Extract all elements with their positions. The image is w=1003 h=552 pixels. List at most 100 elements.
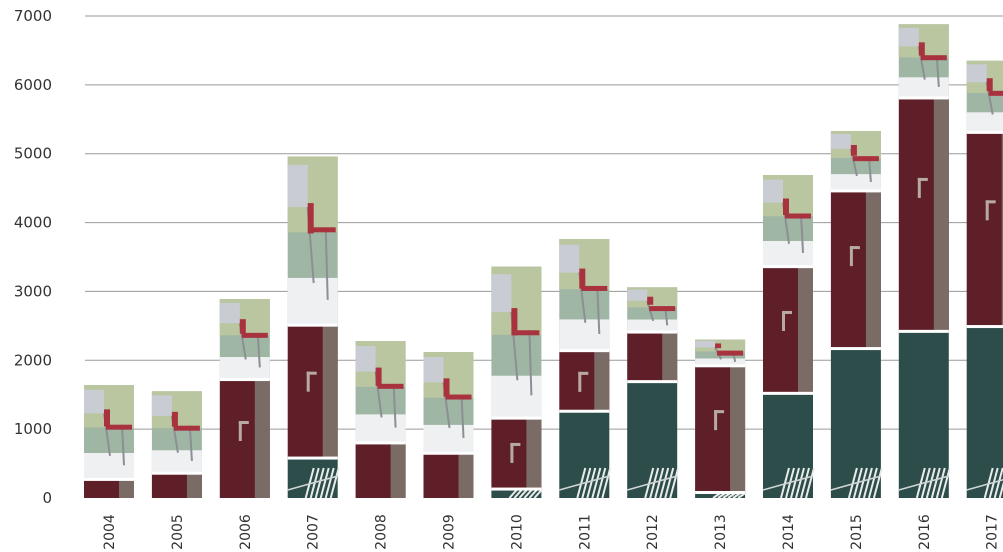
segment-separator — [627, 380, 678, 384]
segment-separator — [355, 441, 406, 445]
chair-on-balcony-photo-icon — [238, 319, 268, 368]
bar-2008 — [355, 341, 406, 498]
door-handle-icon — [714, 410, 725, 431]
segment-separator — [423, 451, 474, 455]
bar-2014 — [762, 175, 815, 499]
chair-on-balcony-photo-icon — [646, 296, 676, 326]
chair-on-balcony-photo-icon — [103, 409, 132, 466]
chair-on-balcony-photo-icon — [510, 308, 540, 396]
bar-segment-2 — [966, 132, 1003, 327]
bar-segment-2 — [355, 442, 406, 498]
x-tick-label: 2016 — [917, 514, 933, 550]
bar-segment-1 — [898, 331, 951, 499]
bar-segment-3 — [219, 299, 270, 380]
chair-on-balcony-photo-icon — [306, 203, 336, 300]
y-tick-label: 4000 — [14, 214, 52, 232]
bar-segment-3 — [695, 339, 746, 366]
x-tick-label: 2010 — [509, 514, 525, 550]
segment-separator — [491, 416, 542, 420]
segment-separator — [151, 471, 202, 475]
x-tick-label: 2008 — [374, 514, 390, 550]
y-tick-label: 5000 — [14, 145, 52, 163]
x-tick-label: 2006 — [238, 514, 254, 550]
x-tick-label: 2004 — [102, 514, 118, 550]
bar-segment-2 — [423, 453, 474, 498]
door-handle-icon — [510, 442, 521, 463]
x-tick-label: 2011 — [577, 514, 593, 550]
striped-chair-photo-icon — [898, 467, 951, 499]
bar-2009 — [423, 352, 474, 498]
segment-separator — [287, 456, 338, 460]
bar-segment-2 — [627, 332, 678, 382]
bar-segment-3 — [559, 239, 610, 351]
segment-separator — [84, 477, 134, 481]
bar-2007 — [287, 156, 340, 499]
x-tick-label: 2012 — [645, 514, 661, 550]
chair-on-balcony-photo-icon — [917, 42, 947, 87]
bar-segment-2 — [898, 97, 949, 332]
bar-2015 — [830, 130, 883, 499]
bar-2013 — [694, 339, 747, 499]
bar-segment-2 — [287, 325, 338, 459]
segment-separator — [559, 409, 610, 413]
y-axis-tick-labels: 0 1000 2000 3000 4000 5000 6000 7000 — [14, 7, 52, 507]
bar-segment-2 — [219, 379, 270, 498]
bar-2006 — [219, 299, 270, 498]
striped-chair-photo-icon — [762, 467, 815, 499]
bar-segment-3 — [423, 352, 474, 454]
segment-separator — [559, 349, 610, 353]
y-tick-label: 6000 — [14, 76, 52, 94]
y-tick-label: 2000 — [14, 351, 52, 369]
door-handle-icon — [306, 371, 317, 392]
x-tick-label: 2017 — [985, 514, 1001, 550]
striped-chair-photo-icon — [966, 467, 1003, 499]
bar-segment-3 — [491, 266, 542, 419]
bar-segment-2 — [151, 473, 202, 498]
bar-segment-1 — [626, 381, 680, 499]
striped-chair-photo-icon — [287, 467, 340, 499]
y-tick-label: 0 — [42, 489, 52, 507]
bar-2012 — [626, 287, 680, 499]
segment-separator — [763, 391, 813, 395]
x-tick-label: 2007 — [306, 514, 322, 550]
bar-2010 — [491, 266, 544, 499]
door-handle-icon — [985, 200, 996, 221]
bar-segment-3 — [151, 391, 202, 474]
y-tick-label: 3000 — [14, 282, 52, 300]
bar-segment-3 — [966, 60, 1003, 133]
chair-on-balcony-photo-icon — [442, 378, 472, 439]
chair-on-balcony-photo-icon — [985, 78, 1003, 115]
bar-2004 — [84, 385, 134, 498]
segment-separator — [966, 325, 1003, 329]
bar-segment-2 — [559, 350, 610, 412]
segment-separator — [830, 189, 881, 193]
x-axis-tick-labels: 2004 2005 2006 2007 2008 2009 2010 2011 2012 2013… — [102, 514, 1001, 550]
bar-segment-2 — [84, 479, 134, 498]
door-handle-icon — [849, 246, 860, 267]
bar-segment-1 — [830, 348, 883, 499]
segment-separator — [830, 347, 881, 351]
segment-separator — [491, 487, 542, 491]
y-tick-label: 7000 — [14, 7, 52, 25]
x-tick-label: 2009 — [442, 514, 458, 550]
bar-segment-3 — [763, 175, 813, 267]
chair-on-balcony-photo-icon — [374, 367, 404, 428]
striped-chair-photo-icon — [830, 467, 883, 499]
y-tick-label: 1000 — [14, 420, 52, 438]
chair-on-balcony-photo-icon — [714, 343, 744, 363]
bar-segment-2 — [695, 365, 746, 493]
chair-on-balcony-photo-icon — [170, 411, 200, 461]
bar-segment-3 — [287, 156, 338, 326]
bars — [84, 24, 1003, 499]
bar-segment-3 — [84, 385, 134, 480]
segment-separator — [695, 490, 746, 494]
striped-chair-photo-icon — [626, 467, 680, 499]
door-handle-icon — [238, 421, 249, 442]
segment-separator — [287, 323, 338, 327]
bar-segment-1 — [762, 393, 815, 499]
chair-on-balcony-photo-icon — [849, 144, 879, 182]
bar-2017 — [966, 60, 1003, 499]
door-handle-icon — [917, 177, 928, 198]
bar-segment-1 — [559, 411, 612, 499]
